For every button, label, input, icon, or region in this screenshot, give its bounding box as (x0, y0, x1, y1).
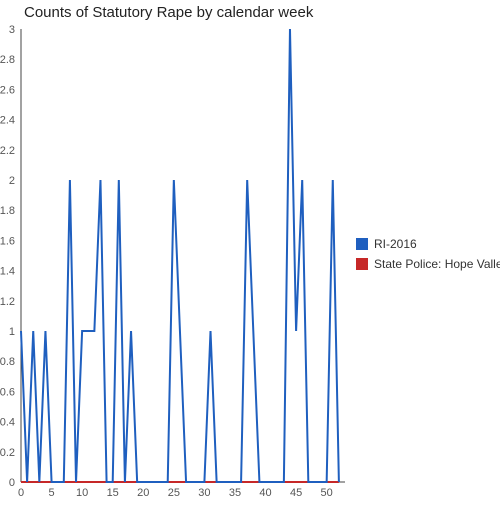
y-tick-label: 1 (9, 326, 15, 338)
x-tick-label: 0 (18, 487, 24, 499)
series-line-1 (20, 28, 340, 483)
y-tick-label: 2.6 (0, 84, 15, 96)
legend[interactable]: RI-2016 State Police: Hope Valley (356, 237, 500, 271)
x-tick-label: 35 (229, 487, 241, 499)
y-tick-label: 2 (9, 175, 15, 187)
y-tick-label: 0 (9, 477, 15, 489)
x-tick-label: 30 (198, 487, 210, 499)
legend-label-2[interactable]: State Police: Hope Valley (374, 257, 500, 271)
chart-title: Counts of Statutory Rape by calendar wee… (24, 4, 314, 21)
y-tick-label: 0.8 (0, 356, 15, 368)
x-tick-label: 10 (76, 487, 88, 499)
x-tick-label: 25 (168, 487, 180, 499)
x-tick-label: 15 (107, 487, 119, 499)
y-tick-label: 1.4 (0, 266, 15, 278)
legend-label-1[interactable]: RI-2016 (374, 237, 417, 251)
x-tick-label: 45 (290, 487, 302, 499)
x-tick-label: 5 (49, 487, 55, 499)
y-tick-label: 1.8 (0, 205, 15, 217)
x-tick-label: 20 (137, 487, 149, 499)
y-tick-label: 2.2 (0, 145, 15, 157)
legend-swatch-2 (356, 258, 368, 270)
x-tick-label: 40 (259, 487, 271, 499)
x-tick-label: 50 (321, 487, 333, 499)
y-tick-label: 1.6 (0, 235, 15, 247)
y-tick-label: 0.2 (0, 447, 15, 459)
legend-swatch-1 (356, 238, 368, 250)
tick-labels: 0 0.2 0.4 0.6 0.8 1 1.2 1.4 1.6 1.8 2 2.2 2.4 2.6 2.8 3… (0, 24, 333, 499)
y-tick-label: 0.4 (0, 417, 15, 429)
y-tick-label: 2.4 (0, 115, 15, 127)
series-lines (20, 28, 340, 483)
y-tick-label: 1.2 (0, 296, 15, 308)
y-tick-label: 2.8 (0, 54, 15, 66)
y-tick-label: 3 (9, 24, 15, 36)
y-tick-label: 0.6 (0, 386, 15, 398)
